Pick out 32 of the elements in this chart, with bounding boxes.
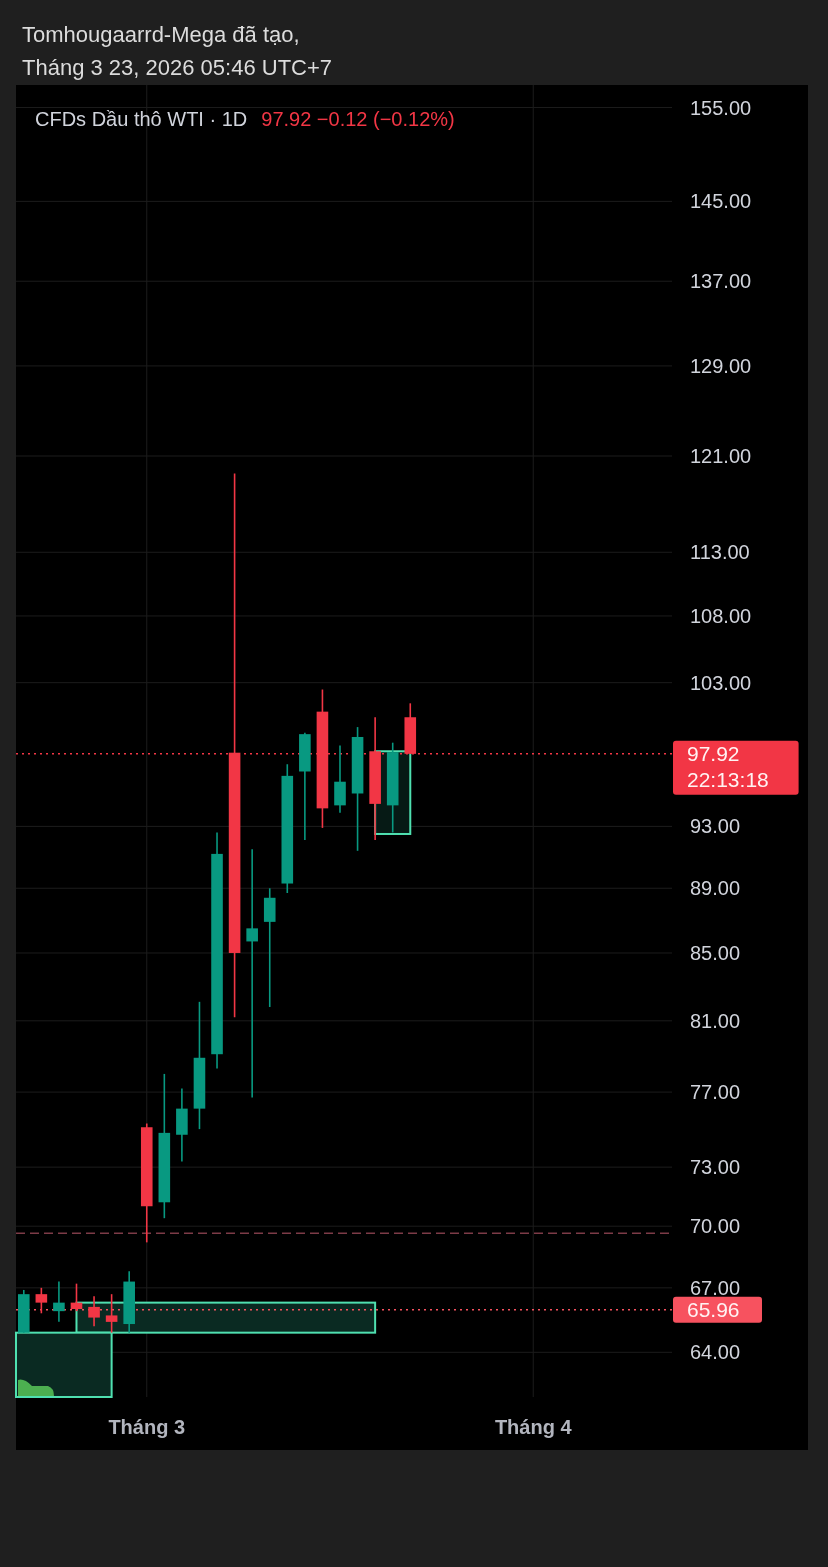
text: Tháng 3 23, 2026 05:46 UTC+7 bbox=[22, 55, 333, 80]
candlestick bbox=[246, 848, 258, 1099]
text: 97.92 −0.12 (−0.12%) bbox=[261, 108, 455, 130]
x-tick-label: Tháng 4 bbox=[494, 1416, 573, 1438]
y-tick-label: 73.00 bbox=[690, 1156, 741, 1179]
text: CFDs Dầu thô WTI · 1D bbox=[35, 108, 248, 130]
candlestick bbox=[88, 1295, 100, 1327]
y-tick-label: 67.00 bbox=[690, 1276, 741, 1299]
candlestick bbox=[334, 744, 346, 814]
y-tick-label: 121.00 bbox=[690, 445, 752, 468]
y-tick-label: 64.00 bbox=[690, 1341, 741, 1364]
y-tick-label: 85.00 bbox=[690, 941, 741, 964]
ref-line-label: 97.92 bbox=[687, 742, 740, 766]
y-tick-label: 81.00 bbox=[690, 1009, 741, 1032]
y-tick-label: 89.00 bbox=[690, 877, 741, 900]
y-tick-label: 145.00 bbox=[690, 190, 752, 213]
candlestick bbox=[53, 1280, 65, 1323]
y-tick-label: 77.00 bbox=[690, 1081, 741, 1104]
text: 22:13:18 bbox=[687, 768, 769, 792]
y-tick-label: 93.00 bbox=[690, 815, 741, 838]
y-tick-label: 155.00 bbox=[690, 96, 752, 119]
y-tick-label: 108.00 bbox=[690, 604, 752, 627]
ref-line-label: 65.96 bbox=[687, 1298, 740, 1322]
y-tick-label: 129.00 bbox=[690, 354, 752, 377]
candlestick bbox=[105, 1293, 118, 1334]
y-tick-label: 70.00 bbox=[690, 1215, 741, 1238]
y-tick-label: 103.00 bbox=[690, 671, 752, 694]
y-tick-label: 137.00 bbox=[690, 270, 752, 293]
y-tick-label: 113.00 bbox=[690, 541, 750, 564]
text: Tomhougaarrd-Mega đã tạo, bbox=[22, 22, 300, 47]
x-tick-label: Tháng 3 bbox=[108, 1416, 186, 1438]
candlestick bbox=[35, 1287, 48, 1315]
